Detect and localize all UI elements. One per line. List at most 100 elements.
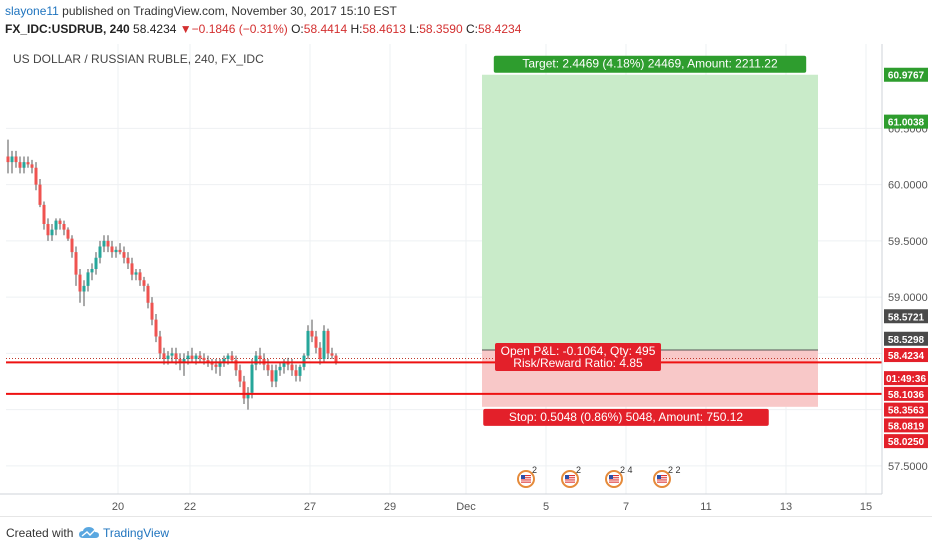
candle-body bbox=[242, 381, 246, 399]
close-label: C: bbox=[465, 22, 478, 36]
price-tag-bg bbox=[884, 309, 928, 324]
us-flag-event-icon[interactable]: 2 4 bbox=[605, 465, 633, 488]
flag-canton bbox=[565, 475, 569, 479]
created-with-text: Created with bbox=[6, 526, 74, 540]
candle-body bbox=[334, 355, 338, 363]
profit-zone bbox=[482, 74, 818, 351]
us-flag-event-icon[interactable]: 2 bbox=[517, 465, 537, 488]
candle-body bbox=[102, 240, 106, 247]
price-tag-bg bbox=[884, 331, 928, 346]
candle-body bbox=[178, 359, 182, 363]
price-tag: 61.0038 bbox=[888, 118, 925, 129]
candle-body bbox=[254, 355, 258, 365]
price-tag: 58.0250 bbox=[888, 437, 925, 448]
candle-body bbox=[274, 370, 278, 382]
candle-body bbox=[322, 330, 326, 359]
event-count: 2 4 bbox=[620, 465, 633, 475]
candle-body bbox=[194, 355, 198, 359]
candle-body bbox=[174, 353, 178, 359]
low-value: 58.3590 bbox=[419, 22, 463, 36]
flag-canton bbox=[521, 475, 525, 479]
candle-body bbox=[22, 162, 26, 168]
candle-body bbox=[258, 355, 262, 359]
price-chart[interactable]: US DOLLAR / RUSSIAN RUBLE, 240, FX_IDC Ta… bbox=[0, 40, 932, 516]
candle-body bbox=[86, 272, 90, 286]
candle-body bbox=[182, 359, 186, 363]
candle-body bbox=[142, 280, 146, 286]
target-label-bg bbox=[493, 55, 807, 73]
candle-body bbox=[206, 360, 210, 363]
event-count: 2 2 bbox=[668, 465, 681, 475]
tradingview-cloud-icon bbox=[79, 527, 99, 538]
x-tick-label: 11 bbox=[700, 501, 711, 513]
candle-body bbox=[138, 272, 142, 281]
us-flag-event-icon[interactable]: 2 bbox=[561, 465, 581, 488]
flag-canton bbox=[609, 475, 613, 479]
x-tick-label: 15 bbox=[860, 501, 872, 513]
candle-body bbox=[126, 257, 130, 264]
candle-body bbox=[238, 370, 242, 382]
event-count: 2 bbox=[576, 465, 581, 475]
stop-label: Stop: 0.5048 (0.86%) 5048, Amount: 750.1… bbox=[509, 410, 743, 424]
flag-stripe bbox=[521, 481, 531, 483]
chart-header: slayone11 published on TradingView.com, … bbox=[0, 0, 932, 40]
high-value: 58.4613 bbox=[362, 22, 406, 36]
candle-body bbox=[210, 362, 214, 365]
candle-body bbox=[130, 263, 134, 275]
candle-body bbox=[310, 330, 314, 337]
risk-reward-label: Risk/Reward Ratio: 4.85 bbox=[513, 356, 643, 370]
candle-body bbox=[122, 252, 126, 258]
candle-body bbox=[306, 330, 310, 356]
price-tag: 58.0819 bbox=[888, 421, 925, 432]
candle-body bbox=[78, 274, 82, 292]
down-arrow-icon: ▼ bbox=[179, 22, 192, 36]
publisher-text: published on TradingView.com, November 3… bbox=[58, 4, 397, 18]
flag-stripe bbox=[657, 479, 667, 481]
price-tag: 01:49:36 bbox=[886, 374, 926, 385]
candle-body bbox=[98, 246, 102, 258]
candle-body bbox=[158, 336, 162, 354]
candle-body bbox=[134, 272, 138, 275]
candle-body bbox=[66, 229, 70, 239]
candle-body bbox=[106, 240, 110, 247]
flag-stripe bbox=[657, 475, 667, 477]
candle-body bbox=[226, 355, 230, 359]
candle-body bbox=[10, 156, 14, 163]
candle-body bbox=[110, 246, 114, 253]
last-price: 58.4234 bbox=[133, 22, 177, 36]
candle-body bbox=[198, 355, 202, 358]
flag-canton bbox=[657, 475, 661, 479]
x-tick-label: 13 bbox=[780, 501, 792, 513]
candle-body bbox=[318, 347, 322, 359]
x-tick-label: 29 bbox=[384, 501, 396, 513]
candle-body bbox=[270, 370, 274, 382]
x-tick-label: 27 bbox=[304, 501, 316, 513]
flag-stripe bbox=[609, 477, 619, 479]
price-tag-bg bbox=[884, 114, 928, 129]
footer: Created with TradingView bbox=[0, 516, 932, 551]
flag-stripe bbox=[657, 481, 667, 483]
flag-stripe bbox=[521, 475, 531, 477]
candle-body bbox=[162, 353, 166, 359]
candle-body bbox=[218, 362, 222, 367]
open-value: 58.4414 bbox=[303, 22, 348, 36]
candle-body bbox=[222, 359, 226, 363]
candle-body bbox=[290, 364, 294, 371]
candle-body bbox=[186, 355, 190, 359]
candle-body bbox=[278, 366, 282, 371]
candle-body bbox=[294, 370, 298, 376]
flag-stripe bbox=[565, 475, 575, 477]
price-tag-bg bbox=[884, 371, 928, 386]
publisher-user-link[interactable]: slayone11 bbox=[5, 4, 59, 18]
target-label: Target: 2.4469 (4.18%) 24469, Amount: 22… bbox=[522, 57, 778, 71]
candle-body bbox=[286, 362, 290, 365]
us-flag-event-icon[interactable]: 2 2 bbox=[653, 465, 681, 488]
candle-body bbox=[6, 156, 10, 163]
stop-label-bg bbox=[483, 408, 769, 426]
tradingview-brand-link[interactable]: TradingView bbox=[103, 526, 170, 540]
candle-body bbox=[150, 302, 154, 320]
candle-body bbox=[26, 162, 30, 165]
chart-title: US DOLLAR / RUSSIAN RUBLE, 240, FX_IDC bbox=[13, 52, 264, 66]
event-count: 2 bbox=[532, 465, 537, 475]
y-tick-label: 59.0000 bbox=[888, 292, 928, 304]
